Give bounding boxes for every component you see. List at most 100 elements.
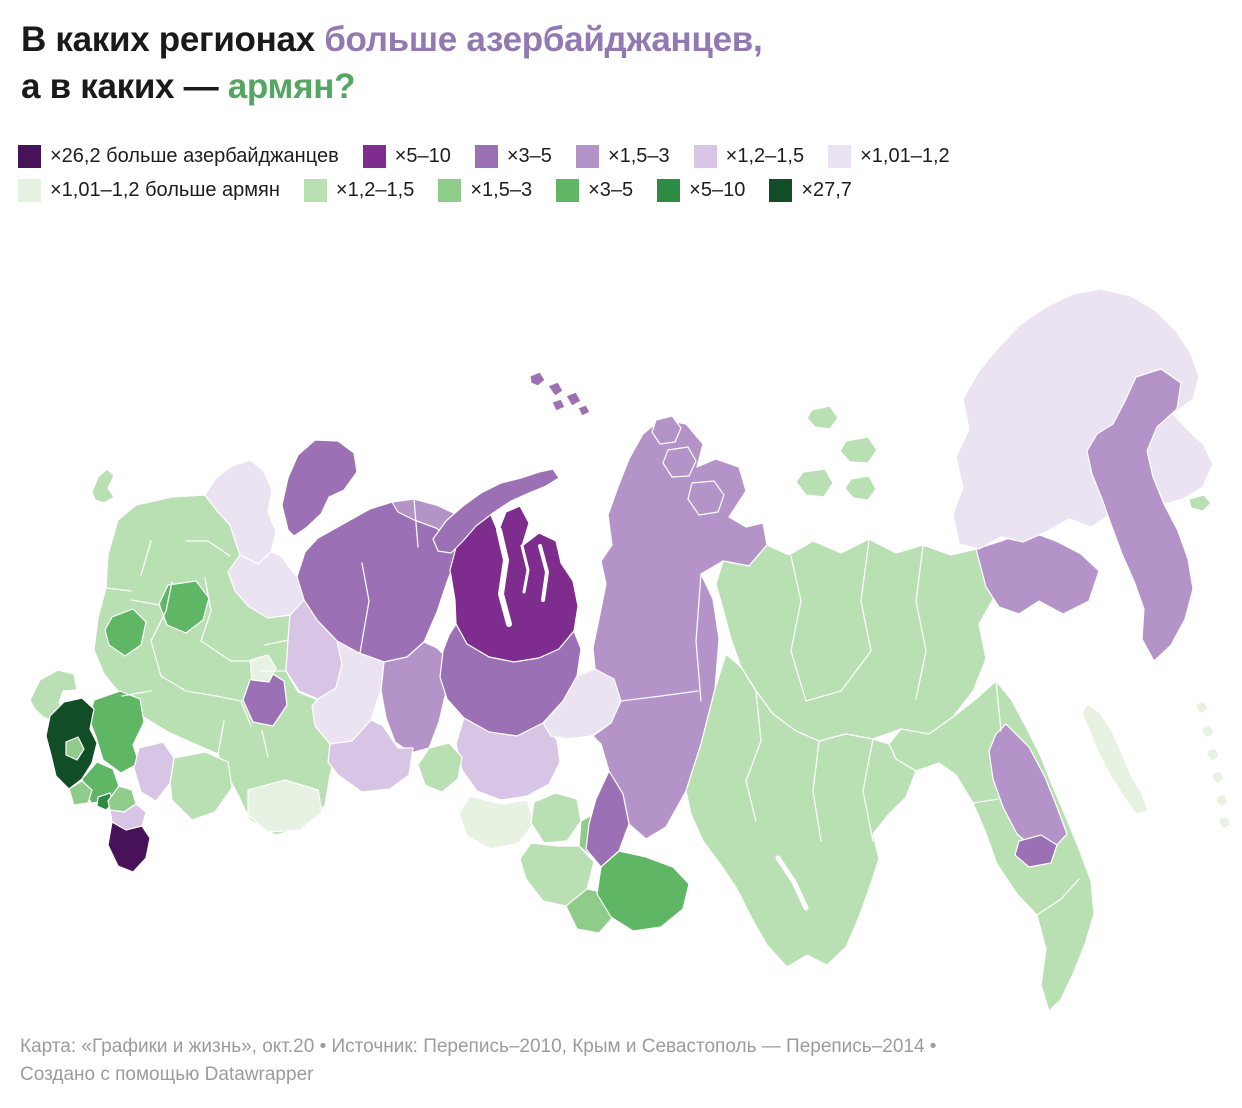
water-line-3 (580, 502, 601, 569)
page-title: В каких регионах больше азербайджанцев, а… (21, 16, 763, 110)
legend-label-g6: ×27,7 (801, 179, 852, 201)
legend-item-g6: ×27,7 (769, 179, 852, 202)
region-dagestan[interactable] (107, 821, 151, 873)
region-inner-border-8 (217, 720, 225, 755)
legend-swatch-p2 (362, 145, 386, 168)
region-inner-border-14 (264, 639, 289, 646)
legend-label-p4: ×1,5–3 (607, 145, 670, 167)
legend-swatch-p3 (474, 145, 498, 168)
region-sakhalin[interactable] (1081, 703, 1149, 815)
region-inner-border-2 (200, 577, 212, 642)
footer-line-credit: Создано с помощью Datawrapper (20, 1064, 314, 1085)
region-magadan[interactable] (975, 530, 1100, 615)
region-inner-border-22 (812, 740, 822, 842)
region-tuva[interactable] (596, 850, 690, 932)
water-line-2 (520, 544, 530, 594)
legend-swatch-g5 (657, 179, 681, 202)
region-inner-border-26 (972, 798, 999, 804)
region-wrangel[interactable] (1188, 494, 1212, 512)
region-jewish-ao[interactable] (1014, 834, 1058, 868)
region-inner-border-5 (150, 640, 187, 692)
region-chuvashia-pale[interactable] (249, 654, 277, 683)
legend-swatch-g2 (303, 179, 327, 202)
region-inner-border-9 (240, 700, 252, 727)
title-part-black-1: В каких регионах (21, 20, 325, 59)
legend-label-g3: ×1,5–3 (470, 179, 533, 201)
region-inner-border-18 (860, 539, 872, 652)
legend-swatch-g3 (438, 179, 462, 202)
legend-swatch-p1 (18, 145, 41, 168)
legend-item-g3: ×1,5–3 (438, 179, 532, 202)
legend-label-p5: ×1,2–1,5 (725, 145, 805, 167)
region-inner-border-19 (915, 545, 927, 700)
region-kurgan[interactable] (417, 742, 463, 793)
region-inner-border-3 (130, 599, 161, 606)
title-part-black-2: а в каких — (21, 67, 228, 106)
region-smolensk[interactable] (104, 608, 147, 657)
legend-swatch-p6 (828, 145, 852, 168)
legend-item-p4: ×1,5–3 (575, 145, 670, 168)
region-inner-border-15 (359, 562, 370, 654)
legend-label-p1: ×26,2 больше азербайджанцев (50, 145, 339, 167)
water-line-1 (538, 544, 549, 602)
legend-label-g1: ×1,01–1,2 больше армян (50, 179, 280, 201)
region-inner-border-24 (995, 680, 1002, 732)
legend-row-1: ×26,2 больше азербайджанцев ×5–10 ×3–5 ×1,5… (18, 145, 974, 168)
legend-item-g1: ×1,01–1,2 больше армян (18, 179, 280, 202)
region-tyumen[interactable] (455, 717, 561, 801)
region-inner-border-28 (620, 690, 699, 702)
region-new-siberian-islands[interactable] (795, 405, 878, 501)
region-murmansk[interactable] (281, 439, 358, 537)
legend-label-g5: ×5–10 (689, 179, 746, 201)
legend-label-p2: ×5–10 (394, 145, 451, 167)
region-astrakhan[interactable] (169, 751, 233, 821)
map-legend: ×26,2 больше азербайджанцев ×5–10 ×3–5 ×1,5… (18, 145, 974, 213)
region-inner-border-12 (185, 540, 231, 557)
region-novaya-zemlya[interactable] (432, 468, 560, 554)
legend-item-g5: ×5–10 (657, 179, 745, 202)
region-inner-border-23 (862, 738, 874, 842)
region-moscow[interactable] (158, 580, 210, 634)
title-part-green: армян? (227, 67, 356, 106)
region-kaliningrad[interactable] (91, 468, 115, 504)
legend-row-2: ×1,01–1,2 больше армян ×1,2–1,5 ×1,5–3 ×3–5… (18, 179, 974, 202)
region-inner-border-27 (695, 573, 702, 702)
region-inner-border-7 (121, 690, 152, 697)
region-fareast[interactable] (888, 680, 1095, 1012)
region-inner-border-11 (105, 587, 132, 592)
footer-attribution: Карта: «Графики и жизнь», окт.20 • Источ… (20, 1033, 936, 1089)
region-inner-border-20 (805, 650, 872, 702)
region-severnaya-zemlya[interactable] (651, 415, 725, 516)
legend-swatch-g6 (769, 179, 793, 202)
region-kamchatka[interactable] (1086, 368, 1194, 662)
water-line-4 (775, 855, 809, 911)
region-inner-border-0 (140, 540, 152, 576)
region-kurils[interactable] (1195, 700, 1232, 830)
region-sverdlovsk[interactable] (380, 641, 450, 754)
region-franz-josef[interactable] (529, 371, 591, 417)
legend-label-p6: ×1,01–1,2 (860, 145, 950, 167)
footer-line-source: Карта: «Графики и жизнь», окт.20 • Источ… (20, 1036, 937, 1057)
region-kalmykia[interactable] (133, 741, 175, 802)
region-inner-border-21 (745, 690, 762, 822)
region-adygea[interactable] (65, 736, 85, 761)
legend-swatch-g4 (556, 179, 580, 202)
region-inner-border-17 (790, 555, 807, 702)
region-karelia[interactable] (204, 459, 277, 565)
region-bashkiria[interactable] (327, 719, 414, 793)
region-karachay[interactable] (68, 780, 93, 806)
legend-item-p6: ×1,01–1,2 (828, 145, 950, 168)
region-novosibirsk[interactable] (530, 792, 582, 844)
legend-item-p5: ×1,2–1,5 (693, 145, 805, 168)
region-siberia-south[interactable] (685, 653, 917, 968)
legend-label-g2: ×1,2–1,5 (335, 179, 415, 201)
region-saratov-pale[interactable] (247, 779, 323, 833)
legend-item-p1: ×26,2 больше азербайджанцев (18, 145, 339, 168)
region-omsk[interactable] (458, 795, 535, 850)
region-chukotka[interactable] (952, 288, 1214, 550)
legend-swatch-p4 (575, 145, 599, 168)
region-inner-border-4 (200, 640, 257, 662)
region-krasnoyarsk[interactable] (592, 418, 768, 840)
legend-item-p2: ×5–10 (362, 145, 451, 168)
